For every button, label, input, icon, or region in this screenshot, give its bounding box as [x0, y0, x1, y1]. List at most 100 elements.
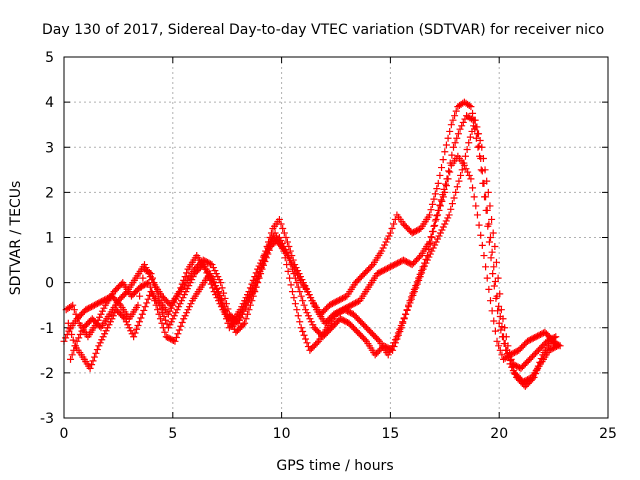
data-point	[440, 185, 448, 193]
data-point	[277, 220, 285, 228]
data-point	[96, 313, 104, 321]
data-point	[174, 330, 182, 338]
data-point	[96, 339, 104, 347]
data-point	[290, 270, 298, 278]
data-point	[502, 333, 510, 341]
data-point	[495, 319, 503, 327]
data-point	[119, 313, 127, 321]
data-point	[106, 318, 114, 326]
data-point	[255, 274, 263, 282]
data-point	[406, 299, 414, 307]
data-point	[155, 310, 163, 318]
data-point	[425, 253, 433, 261]
data-point	[465, 139, 473, 147]
data-point	[494, 274, 502, 282]
data-point	[444, 214, 452, 222]
data-point	[134, 321, 142, 329]
data-point	[498, 351, 506, 359]
data-point	[181, 312, 189, 320]
data-point	[255, 262, 263, 270]
data-point	[548, 336, 556, 344]
data-point	[88, 361, 96, 369]
data-point	[69, 301, 77, 309]
data-point	[173, 306, 181, 314]
data-point	[438, 226, 446, 234]
data-point	[305, 291, 313, 299]
data-point	[291, 300, 299, 308]
data-point	[391, 336, 399, 344]
data-point	[280, 247, 288, 255]
data-point	[68, 351, 76, 359]
data-point	[141, 261, 149, 269]
data-point	[186, 279, 194, 287]
data-point	[448, 151, 456, 159]
data-point	[459, 118, 467, 126]
data-point	[501, 324, 509, 332]
data-point	[388, 224, 396, 232]
data-point	[287, 281, 295, 289]
data-point	[212, 270, 220, 278]
data-point	[218, 284, 226, 292]
data-point	[121, 315, 129, 323]
data-point	[217, 279, 225, 287]
data-point	[179, 294, 187, 302]
data-point	[472, 202, 480, 210]
data-point	[447, 205, 455, 213]
data-point	[383, 235, 391, 243]
data-point	[495, 342, 503, 350]
data-point	[466, 133, 474, 141]
data-point	[442, 180, 450, 188]
data-point	[462, 165, 470, 173]
data-point	[415, 253, 423, 261]
data-point	[413, 280, 421, 288]
data-point	[490, 317, 498, 325]
data-point	[452, 107, 460, 115]
data-point	[182, 288, 190, 296]
data-point	[271, 229, 279, 237]
data-point	[189, 273, 197, 281]
data-point	[445, 167, 453, 175]
data-point	[361, 336, 369, 344]
data-point	[303, 339, 311, 347]
data-point	[143, 279, 151, 287]
series-track-4	[67, 116, 562, 386]
data-point	[124, 321, 132, 329]
data-point	[415, 276, 423, 284]
data-point	[304, 312, 312, 320]
data-point	[178, 297, 186, 305]
data-point	[439, 156, 447, 164]
data-point	[469, 184, 477, 192]
data-point	[164, 310, 172, 318]
data-point	[482, 206, 490, 214]
data-point	[420, 262, 428, 270]
data-point	[98, 336, 106, 344]
x-tick-labels: 0 5 10 15 20 25	[60, 426, 617, 442]
data-point	[293, 279, 301, 287]
data-point	[302, 306, 310, 314]
data-point	[282, 234, 290, 241]
data-point	[409, 291, 417, 299]
data-point	[254, 279, 262, 287]
data-point	[105, 321, 113, 329]
data-point	[241, 297, 249, 305]
data-point	[491, 327, 499, 335]
data-point	[161, 328, 169, 336]
data-point	[180, 315, 188, 323]
chart-title: Day 130 of 2017, Sidereal Day-to-day VTE…	[42, 22, 604, 38]
data-point	[264, 244, 272, 252]
data-point	[504, 342, 512, 350]
data-point	[93, 346, 101, 354]
data-point	[454, 130, 462, 138]
data-point	[444, 175, 452, 183]
data-point	[486, 234, 494, 241]
data-point	[481, 166, 489, 174]
x-tick-label: 10	[273, 426, 291, 442]
data-point	[248, 280, 256, 288]
data-point	[488, 248, 496, 256]
data-point	[201, 265, 209, 273]
data-point	[441, 220, 449, 228]
data-point	[427, 206, 435, 214]
data-point	[426, 211, 434, 219]
data-point	[387, 345, 395, 353]
